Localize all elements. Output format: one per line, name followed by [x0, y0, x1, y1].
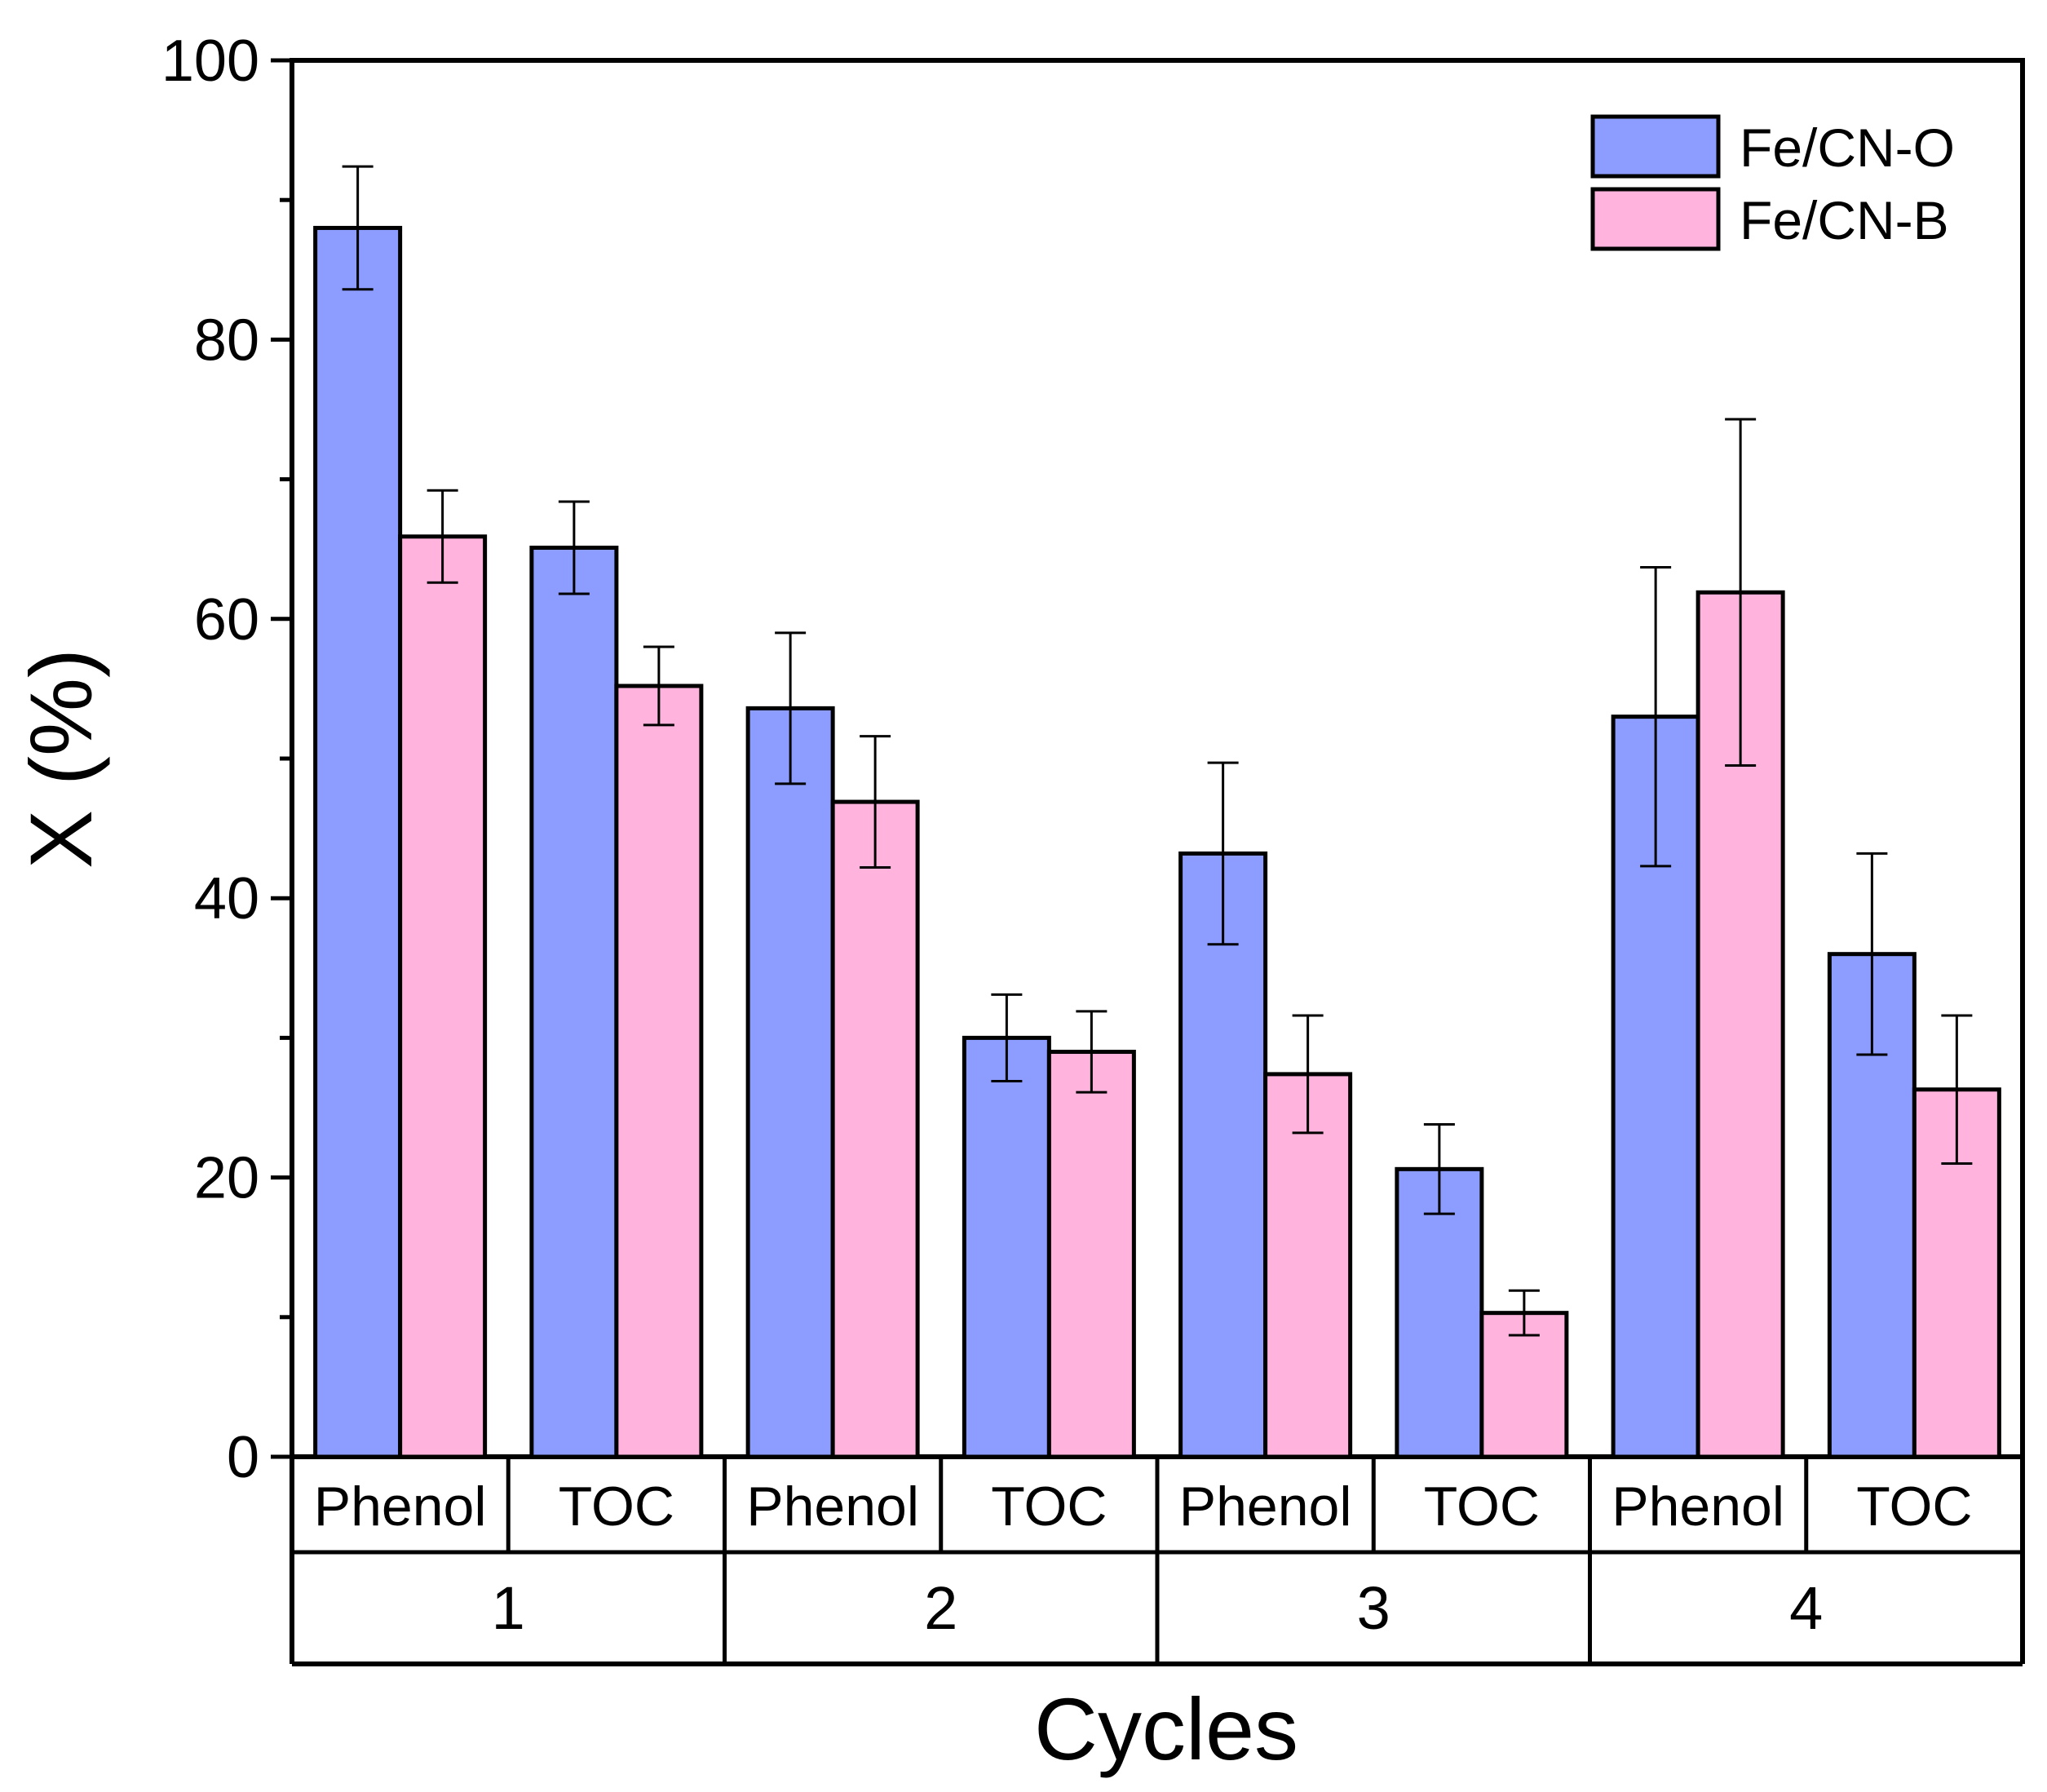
bar: [745, 706, 835, 1459]
y-tick-label: 60: [194, 587, 259, 653]
y-tick-label: 20: [194, 1146, 259, 1211]
x-group-label: 3: [1357, 1574, 1390, 1642]
y-tick-label: 100: [161, 29, 259, 94]
x-axis-title: Cycles: [1034, 1679, 1298, 1778]
y-axis: 0 20 40 60 80 100: [161, 29, 292, 1490]
bar: [1046, 1050, 1136, 1459]
bar: [614, 684, 704, 1459]
legend: Fe/CN-O Fe/CN-B: [1590, 114, 1955, 251]
y-tick-label: 80: [194, 308, 259, 373]
bar: [1479, 1311, 1569, 1459]
x-category-table: Phenol TOC Phenol TOC Phenol TOC Phenol TOC 1 2 3 4: [290, 1457, 2025, 1666]
bar: [313, 225, 403, 1459]
x-category-label: TOC: [1856, 1476, 1972, 1538]
y-axis-title: X (%): [11, 648, 110, 869]
x-category-label: Phenol: [1179, 1476, 1352, 1538]
x-category-label: Phenol: [1612, 1476, 1784, 1538]
bars-layer: [313, 165, 2001, 1459]
bar: [830, 799, 920, 1459]
legend-label-fe-cn-b: Fe/CN-B: [1740, 190, 1949, 250]
x-category-label: TOC: [1424, 1476, 1540, 1538]
bar: [1696, 590, 1785, 1459]
legend-swatch-fe-cn-o: [1590, 114, 1721, 179]
x-category-label: TOC: [559, 1476, 674, 1538]
x-category-label: Phenol: [746, 1476, 919, 1538]
bar: [1178, 851, 1268, 1459]
legend-label-fe-cn-o: Fe/CN-O: [1740, 117, 1955, 178]
bar: [962, 1035, 1051, 1459]
x-category-label: Phenol: [314, 1476, 487, 1538]
y-tick-label: 0: [227, 1425, 259, 1490]
legend-swatch-fe-cn-b: [1590, 187, 1721, 251]
bar: [398, 534, 488, 1459]
x-group-label: 4: [1789, 1574, 1823, 1642]
x-group-label: 1: [492, 1574, 525, 1642]
bar: [1263, 1072, 1353, 1459]
bar: [529, 545, 619, 1459]
y-tick-label: 40: [194, 866, 259, 931]
x-category-label: TOC: [991, 1476, 1107, 1538]
x-group-label: 2: [924, 1574, 957, 1642]
